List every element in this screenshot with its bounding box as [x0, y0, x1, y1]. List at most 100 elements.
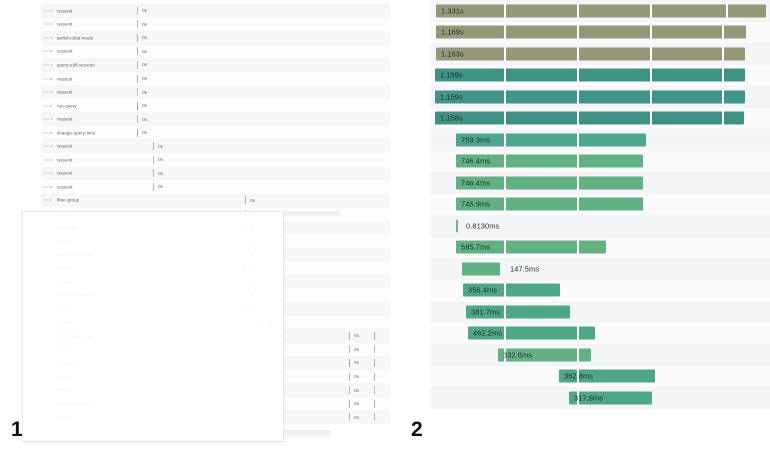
waterfall-row[interactable]: 317.6ms [430, 387, 770, 409]
waterfall-row[interactable]: 1.331s [430, 0, 770, 22]
trace-row[interactable]: request 0s [41, 383, 390, 397]
waterfall-bar[interactable] [456, 240, 606, 254]
waterfall-row[interactable]: 1.159s [430, 64, 770, 86]
trace-row[interactable]: request 0s [41, 71, 390, 86]
bar-segment-divider [650, 90, 652, 104]
trace-row[interactable]: query-edit-session 0s [41, 288, 390, 303]
trace-row[interactable]: switch-data-mode 0s [41, 247, 390, 262]
duration-tick-marker [137, 128, 139, 137]
waterfall-bar[interactable] [466, 305, 570, 319]
trace-row[interactable]: run-query 0s [41, 98, 390, 113]
trace-row-duration: 0s [250, 225, 255, 231]
waterfall-row[interactable]: 462.2ms [430, 322, 770, 344]
trace-row[interactable]: request 0s [41, 4, 390, 18]
waterfall-row[interactable]: 0.8130ms [430, 215, 770, 237]
trace-row-value: 0s [137, 99, 147, 113]
waterfall-row[interactable]: 746.4ms [430, 150, 770, 172]
arrow-right-icon [43, 21, 54, 28]
arrow-right-icon [43, 170, 54, 177]
trace-row[interactable]: query-edit-session 0s [41, 396, 390, 411]
waterfall-row[interactable]: 585.7ms [430, 236, 770, 258]
trace-row[interactable]: request 0s [41, 44, 390, 59]
trace-row[interactable]: request 0s [41, 261, 390, 275]
waterfall-bar[interactable] [435, 111, 744, 125]
trace-row-value: 0s [245, 275, 255, 289]
trace-row[interactable]: switch-data-mode 0s [41, 31, 390, 45]
duration-tick-marker [349, 331, 351, 340]
trace-row[interactable]: request 0s [41, 342, 390, 357]
waterfall-row[interactable]: 362.8ms [430, 365, 770, 387]
waterfall-bar-label: 317.6ms [574, 393, 604, 403]
waterfall-bar[interactable] [456, 176, 643, 190]
waterfall-bar[interactable] [569, 391, 652, 405]
waterfall-bar[interactable] [436, 47, 745, 61]
trace-row[interactable]: request 0s [41, 274, 390, 289]
trace-row[interactable]: request 0s [41, 234, 390, 248]
trace-waterfall-panel[interactable]: 1.331s 1.169s 1.163s 1.159s 1.159s 1.158s 759.… [430, 0, 770, 451]
trace-row-value: 0s [245, 302, 255, 316]
trace-row[interactable]: request 0s [41, 302, 390, 316]
trace-row[interactable]: request 0s [41, 180, 390, 194]
trace-row[interactable]: request 0s [41, 139, 390, 154]
bar-segment-divider [504, 326, 506, 340]
trace-row[interactable]: request 0s [41, 153, 390, 167]
trace-row[interactable]: switch-data-mode 0s [41, 329, 390, 343]
trace-row-duration: 0s [250, 265, 255, 271]
waterfall-row[interactable]: 759.3ms [430, 129, 770, 151]
bar-segment-divider [504, 111, 506, 125]
waterfall-bar[interactable] [456, 133, 646, 147]
trace-row[interactable]: request 0s [41, 112, 390, 126]
duration-tick-marker [153, 169, 155, 178]
waterfall-row[interactable]: 147.5ms [430, 258, 770, 280]
waterfall-row[interactable]: 746.4ms [430, 172, 770, 194]
trace-row[interactable]: request 0s [41, 315, 390, 330]
trace-row-duration: 0s [354, 346, 359, 352]
waterfall-bar[interactable] [463, 283, 560, 297]
waterfall-bar-label: 759.3ms [461, 135, 491, 145]
waterfall-row[interactable]: 1.158s [430, 107, 770, 129]
waterfall-bar[interactable] [456, 197, 643, 211]
waterfall-row[interactable]: 332.8ms [430, 344, 770, 366]
waterfall-bar[interactable] [435, 90, 745, 104]
waterfall-row[interactable]: 1.163s [430, 43, 770, 65]
waterfall-bar-label: 362.8ms [564, 371, 594, 381]
duration-tick-marker [137, 101, 139, 110]
trace-row[interactable]: query-edit-session 0s [41, 58, 390, 72]
waterfall-bar-label: 1.163s [441, 49, 464, 59]
waterfall-bar[interactable] [435, 68, 745, 82]
waterfall-row[interactable]: 356.4ms [430, 279, 770, 301]
waterfall-bar[interactable] [498, 348, 591, 362]
trace-row[interactable]: change-query-time 0s [41, 125, 390, 140]
trace-row[interactable]: run-query 0s [41, 220, 390, 235]
waterfall-row[interactable]: 381.7ms [430, 301, 770, 323]
trace-row[interactable]: request 0s [41, 410, 390, 424]
trace-row[interactable]: run-query 0s [41, 356, 390, 370]
arrow-right-icon [43, 197, 54, 204]
waterfall-bar[interactable] [436, 4, 766, 18]
waterfall-bar[interactable] [468, 326, 595, 340]
waterfall-bar[interactable] [436, 25, 746, 39]
duration-tick-marker [137, 60, 139, 69]
waterfall-row[interactable]: 1.169s [430, 21, 770, 43]
waterfall-row[interactable]: 745.9ms [430, 193, 770, 215]
waterfall-bar[interactable] [559, 369, 655, 383]
trace-row[interactable]: filter-group 0s [41, 193, 390, 208]
trace-row-label: request [57, 211, 73, 217]
trace-operations-panel[interactable]: request 0s request 0s switch-data-mode 0s requ… [41, 4, 390, 444]
trace-row[interactable]: request 0s [41, 207, 390, 221]
trace-row[interactable]: request 0s [41, 17, 390, 32]
bar-segment-divider [577, 47, 579, 61]
bar-segment-divider [577, 133, 579, 147]
duration-tick-marker [245, 291, 247, 300]
waterfall-bar[interactable] [462, 262, 500, 276]
trace-row[interactable]: request 0s [41, 166, 390, 181]
trace-row-label: run-query [57, 225, 77, 231]
bar-segment-divider [504, 68, 506, 82]
trace-row-label: request [57, 89, 73, 95]
waterfall-bar[interactable] [456, 154, 643, 168]
trace-row[interactable]: request 0s [41, 369, 390, 384]
trace-row-duration: 0s [250, 292, 255, 298]
trace-row-duration: 0s [142, 76, 147, 81]
trace-row[interactable]: request 0s [41, 85, 390, 99]
waterfall-row[interactable]: 1.159s [430, 86, 770, 108]
